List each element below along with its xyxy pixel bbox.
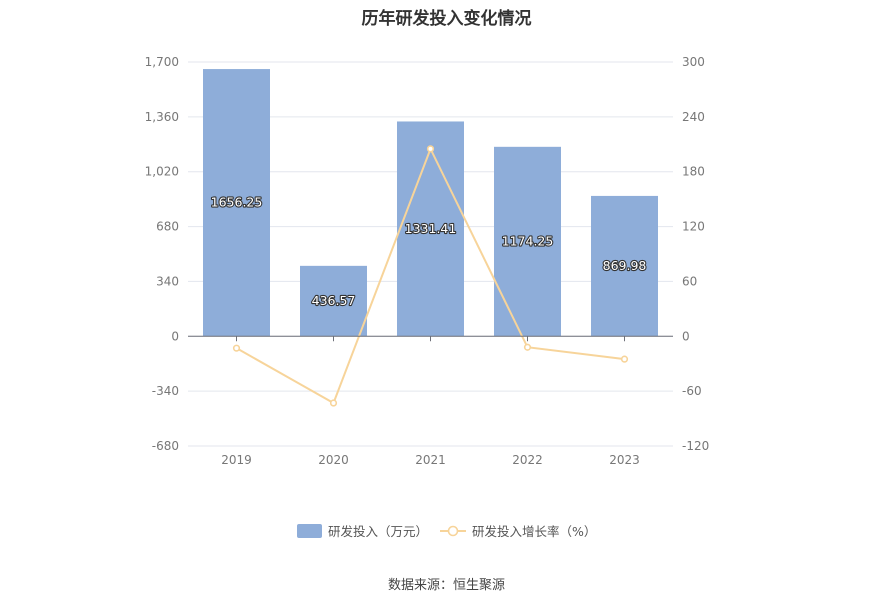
bar [300, 265, 367, 337]
chart-title: 历年研发投入变化情况 [361, 9, 532, 29]
bar-value-label: 869.98 [603, 258, 647, 273]
line-point [329, 399, 338, 407]
y-axis-left: 1,700 1,360 1,020 680 340 0 -340 -680 [145, 55, 179, 453]
line-point [232, 344, 241, 352]
data-source: 数据来源：恒生聚源 [387, 578, 505, 593]
bar-value-label: 1331.41 [405, 221, 457, 236]
y-left-tick-label: -680 [152, 439, 179, 453]
line-point [523, 343, 532, 351]
x-axis: 2019 2020 2021 2022 2023 [188, 335, 673, 467]
y-left-tick-label: 340 [156, 274, 179, 288]
bar-value-label: 1656.25 [211, 195, 263, 210]
line-point [620, 355, 629, 363]
y-left-tick-label: 1,360 [145, 110, 179, 124]
bar-labels: 1656.25 436.57 1331.41 1174.25 869.98 [210, 194, 648, 310]
y-axis-right: 300 240 180 120 60 0 -60 -120 [682, 55, 709, 453]
legend: 研发投入（万元） 研发投入增长率（%） [297, 524, 596, 539]
bar [494, 146, 561, 337]
x-tick-label: 2020 [318, 453, 349, 467]
x-tick-label: 2021 [415, 453, 446, 467]
y-right-tick-label: 300 [682, 55, 705, 69]
legend-label-line: 研发投入增长率（%） [472, 524, 596, 539]
y-right-tick-label: -120 [682, 439, 709, 453]
bar [591, 195, 658, 337]
x-tick-label: 2022 [512, 453, 543, 467]
y-right-tick-label: 0 [682, 329, 690, 343]
line-series [232, 145, 629, 407]
y-left-tick-label: 0 [171, 329, 179, 343]
x-tick-label: 2023 [609, 453, 640, 467]
bar [203, 69, 270, 337]
y-right-tick-label: 60 [682, 274, 697, 288]
y-left-tick-label: 1,020 [145, 165, 179, 179]
y-left-tick-label: -340 [152, 384, 179, 398]
bar-series [203, 69, 658, 337]
bar [397, 121, 464, 337]
y-left-tick-label: 1,700 [145, 55, 179, 69]
y-right-tick-label: -60 [682, 384, 702, 398]
legend-swatch-bar [297, 524, 322, 538]
y-right-tick-label: 240 [682, 110, 705, 124]
legend-label-bar: 研发投入（万元） [328, 524, 428, 539]
legend-swatch-point [447, 525, 459, 537]
line-point [426, 145, 435, 153]
y-left-tick-label: 680 [156, 220, 179, 234]
x-tick-label: 2019 [221, 453, 252, 467]
bar-value-label: 436.57 [312, 293, 356, 308]
y-right-tick-label: 120 [682, 220, 705, 234]
bar-value-label: 1174.25 [502, 234, 554, 249]
y-right-tick-label: 180 [682, 165, 705, 179]
